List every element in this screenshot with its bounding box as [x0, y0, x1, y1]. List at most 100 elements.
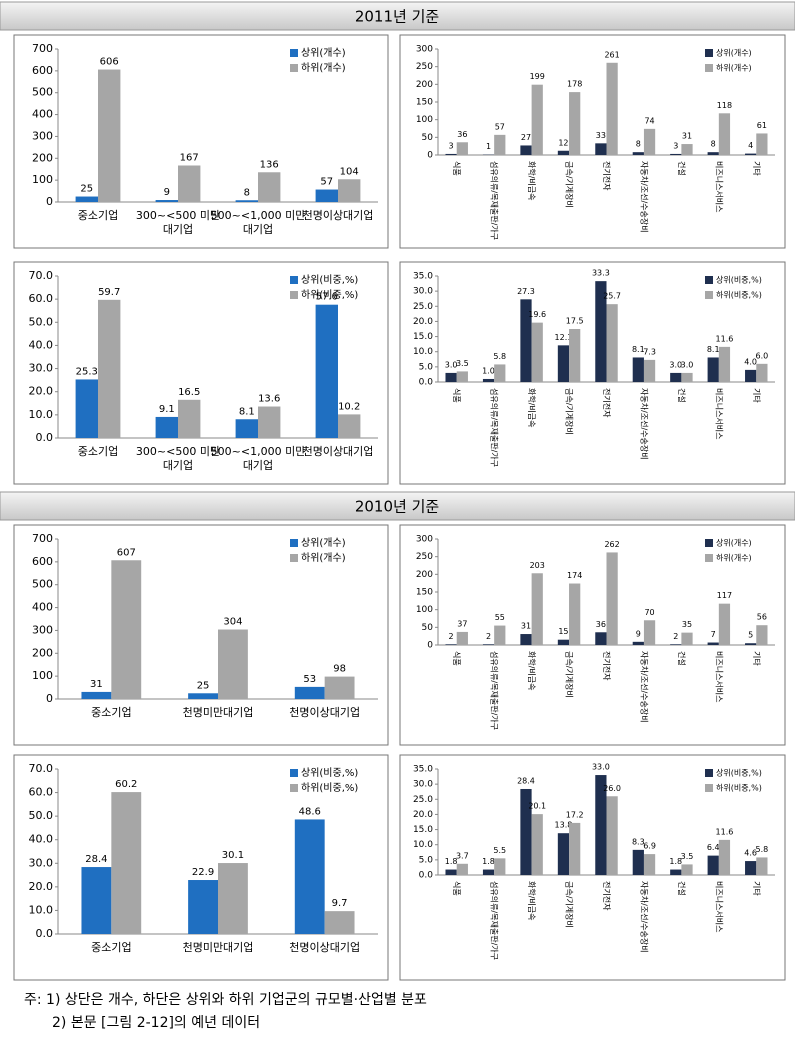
bar	[670, 869, 682, 875]
y-tick-label: 600	[32, 555, 53, 568]
x-tick-label: 300~<500 미만 대기업	[136, 209, 220, 236]
value-label: 199	[530, 72, 545, 81]
value-label: 17.2	[566, 810, 584, 819]
section-header-bg	[0, 491, 795, 521]
y-tick-label: 15.0	[413, 332, 433, 342]
x-tick-label: 섬유의류/목재출판/가구	[490, 161, 500, 240]
bar	[324, 911, 355, 934]
bar	[606, 304, 618, 382]
bar	[338, 179, 361, 202]
bar	[557, 833, 570, 875]
bar	[218, 863, 248, 934]
bar	[520, 145, 532, 155]
value-label: 4.6	[744, 849, 757, 858]
y-tick-label: 50	[422, 623, 434, 633]
bar	[235, 419, 258, 438]
value-label: 33.0	[592, 763, 610, 772]
bar	[745, 369, 757, 382]
value-label: 8.1	[239, 406, 255, 417]
value-label: 59.7	[98, 287, 120, 298]
y-tick-label: 700	[32, 42, 53, 55]
legend-label: 상위(비중,%)	[301, 273, 358, 286]
legend-swatch	[290, 276, 298, 284]
y-tick-label: 40.0	[29, 833, 54, 846]
value-label: 53	[303, 674, 316, 685]
x-tick-label: 중소기업	[78, 445, 118, 458]
value-label: 36	[596, 620, 606, 629]
value-label: 7	[711, 630, 716, 639]
value-label: 1.8	[482, 857, 495, 866]
value-label: 5	[748, 631, 753, 640]
bar	[745, 643, 757, 645]
value-label: 31	[521, 622, 531, 631]
value-label: 57.6	[316, 292, 338, 303]
value-label: 13.6	[258, 394, 280, 405]
bar	[81, 691, 112, 699]
bar	[456, 371, 468, 382]
y-tick-label: 250	[416, 552, 433, 562]
bar	[315, 304, 338, 438]
x-tick-label: 전기전자	[602, 651, 612, 681]
bar	[315, 189, 338, 202]
bar	[632, 641, 644, 645]
y-tick-label: 250	[416, 62, 433, 72]
bar	[178, 399, 201, 438]
value-label: 4.0	[744, 357, 757, 366]
bar	[557, 639, 570, 645]
y-tick-label: 500	[32, 86, 53, 99]
value-label: 74	[644, 116, 654, 125]
value-label: 33	[596, 131, 606, 140]
bar	[670, 372, 682, 382]
x-tick-label: 화학/비금속	[527, 161, 537, 201]
y-tick-label: 100	[32, 173, 53, 186]
y-tick-label: 300	[416, 535, 433, 545]
bar	[632, 152, 644, 155]
y-tick-label: 0.0	[419, 871, 434, 881]
value-label: 3.5	[456, 359, 469, 368]
y-tick-label: 700	[32, 532, 53, 545]
x-tick-label: 기타	[752, 388, 761, 403]
x-tick-label: 비즈니스서비스	[714, 161, 724, 213]
value-label: 25	[80, 184, 93, 195]
legend-label: 상위(비중,%)	[716, 768, 762, 778]
value-label: 8	[636, 140, 641, 149]
bar	[294, 686, 325, 699]
y-tick-label: 400	[32, 601, 53, 614]
value-label: 25.3	[76, 366, 98, 377]
x-tick-label: 비즈니스서비스	[714, 651, 724, 703]
value-label: 20.1	[528, 802, 546, 811]
value-label: 3	[449, 141, 454, 150]
value-label: 70	[644, 608, 654, 617]
y-tick-label: 10.0	[413, 347, 433, 357]
x-tick-label: 천명이상대기업	[303, 208, 374, 222]
bar	[681, 144, 693, 155]
bar	[98, 299, 121, 438]
y-tick-label: 60.0	[29, 786, 54, 799]
y-tick-label: 0.0	[419, 378, 434, 388]
x-tick-label: 자동차/조선/수송장비	[639, 881, 649, 953]
legend-swatch	[290, 769, 298, 777]
bar	[531, 573, 543, 645]
y-tick-label: 0.0	[36, 927, 54, 940]
y-tick-label: 300	[32, 129, 53, 142]
value-label: 174	[567, 571, 582, 580]
value-label: 3.7	[456, 851, 469, 860]
y-tick-label: 150	[416, 98, 433, 108]
x-tick-label: 섬유의류/목재출판/가구	[490, 388, 500, 467]
section-title: 2011년 기준	[355, 8, 440, 26]
legend-label: 상위(비중,%)	[301, 766, 358, 779]
legend-label: 하위(비중,%)	[716, 290, 762, 300]
bar	[324, 676, 355, 699]
bar	[494, 364, 506, 382]
x-tick-label: 식품	[452, 881, 461, 896]
value-label: 5.8	[493, 352, 506, 361]
value-label: 1	[486, 142, 491, 151]
value-label: 31	[90, 679, 103, 690]
y-tick-label: 10.0	[29, 408, 54, 421]
value-label: 167	[180, 152, 199, 163]
legend-swatch	[705, 291, 713, 299]
legend-swatch	[705, 539, 713, 547]
x-tick-label: 중소기업	[78, 209, 118, 222]
bar	[218, 629, 248, 699]
